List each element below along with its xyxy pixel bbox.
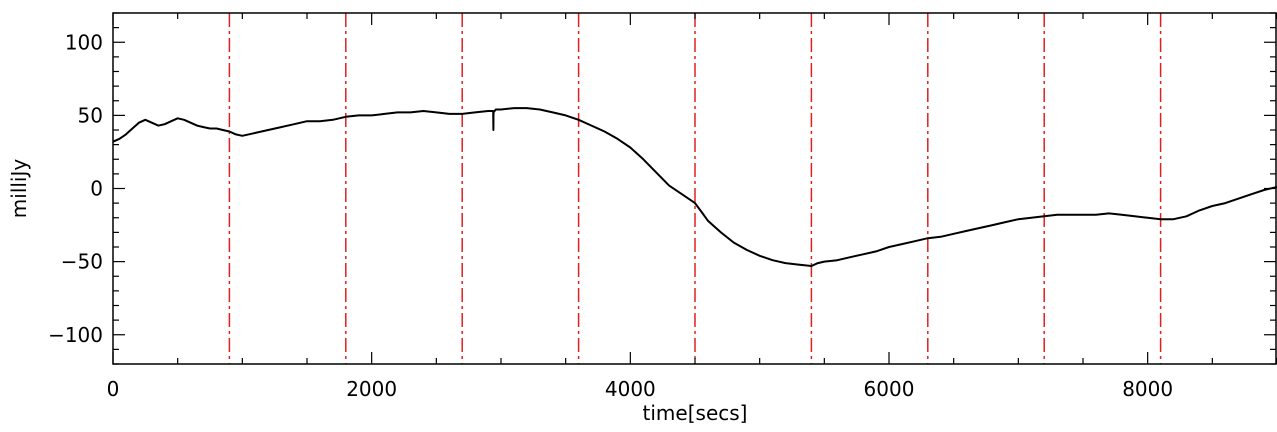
series-layer — [112, 107, 1277, 267]
y-tick-label: 100 — [65, 30, 103, 54]
axis-ticks — [112, 12, 1277, 365]
x-tick-label: 4000 — [605, 377, 656, 401]
x-tick-label: 6000 — [864, 377, 915, 401]
y-axis-title: milliJy — [7, 159, 31, 219]
series-line-1 — [112, 107, 1277, 267]
x-tick-label: 8000 — [1122, 377, 1173, 401]
y-tick-label: 0 — [90, 177, 103, 201]
x-tick-label: 2000 — [346, 377, 397, 401]
marker-lines — [228, 13, 1162, 364]
y-tick-label: −100 — [48, 323, 103, 347]
y-tick-label: 50 — [78, 103, 103, 127]
x-axis-title: time[secs] — [643, 401, 748, 425]
x-tick-label: 0 — [107, 377, 120, 401]
tick-labels: 0 2000 4000 6000 8000 −100 −50 0 50 100 — [48, 30, 1173, 401]
y-tick-label: −50 — [61, 250, 103, 274]
